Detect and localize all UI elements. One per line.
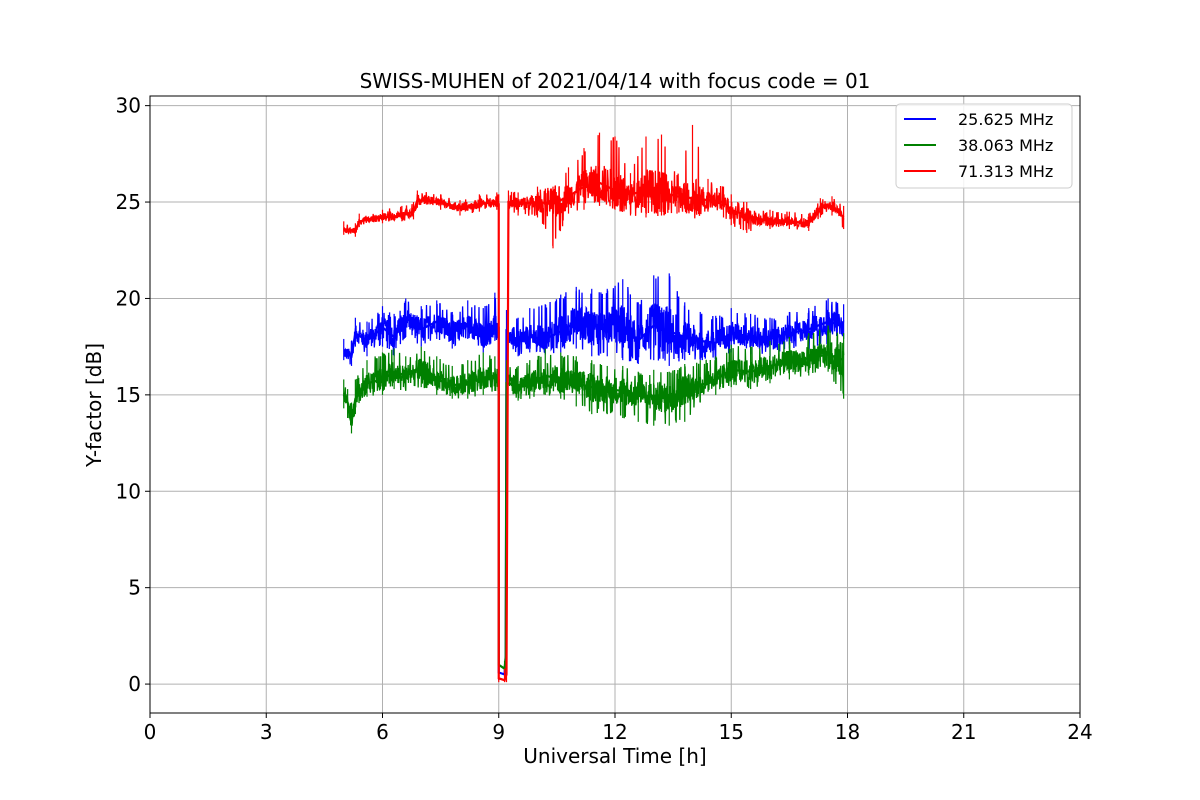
legend-box — [895, 103, 1073, 189]
x-tick-label: 21 — [951, 720, 976, 744]
plot-area — [342, 124, 845, 683]
x-tick-label: 6 — [376, 720, 389, 744]
series-1 — [342, 325, 845, 677]
x-tick-label: 12 — [602, 720, 627, 744]
series-2 — [343, 124, 845, 683]
x-tick-label: 0 — [144, 720, 157, 744]
legend: 25.625 MHz 38.063 MHz 71.313 MHz — [895, 103, 1073, 189]
y-tick-label: 30 — [116, 94, 141, 118]
x-tick-label: 24 — [1067, 720, 1092, 744]
x-tick-label: 3 — [260, 720, 273, 744]
y-tick-label: 0 — [128, 672, 141, 696]
y-tick-label: 10 — [116, 479, 141, 503]
series-trend — [343, 181, 845, 682]
axis-ticks: 0 3 6 9 12 15 18 21 24 0 5 10 15 20 25 30 — [116, 94, 1093, 744]
y-tick-label: 25 — [116, 190, 141, 214]
y-tick-label: 5 — [128, 576, 141, 600]
series-trend — [342, 353, 845, 671]
x-axis-label: Universal Time [h] — [523, 744, 706, 768]
chart-title: SWISS-MUHEN of 2021/04/14 with focus cod… — [360, 69, 871, 93]
legend-entry: 25.625 MHz — [958, 110, 1053, 129]
x-tick-label: 15 — [719, 720, 744, 744]
y-axis-label: Y-factor [dB] — [82, 343, 106, 468]
x-tick-label: 18 — [835, 720, 860, 744]
y-tick-label: 15 — [116, 383, 141, 407]
legend-entry: 71.313 MHz — [958, 162, 1053, 181]
legend-entry: 38.063 MHz — [958, 136, 1053, 155]
y-tick-label: 20 — [116, 286, 141, 310]
x-tick-label: 9 — [492, 720, 505, 744]
